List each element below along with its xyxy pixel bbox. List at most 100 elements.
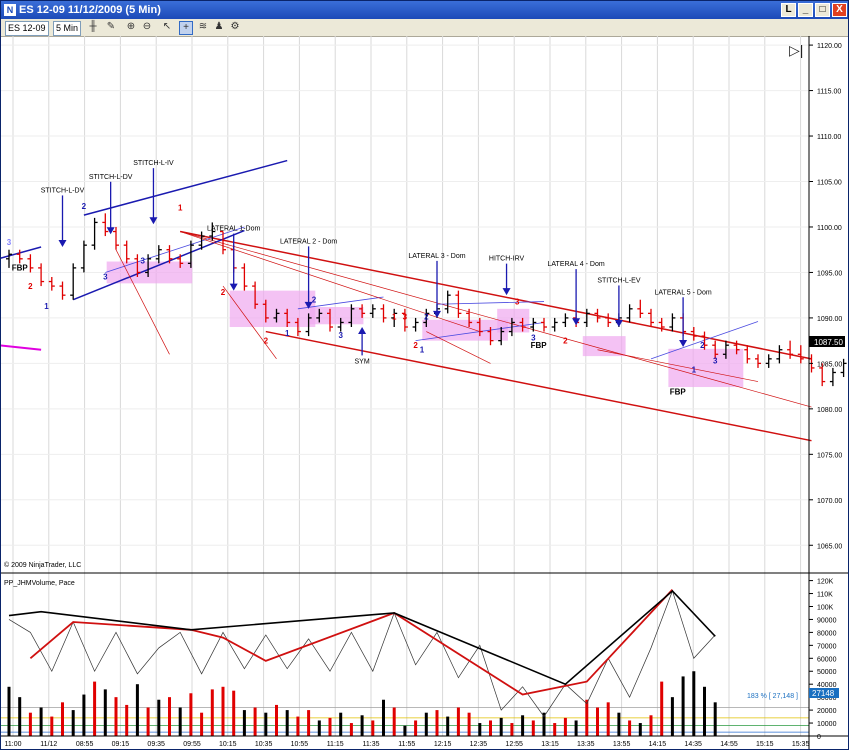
volume-bar: [681, 676, 685, 736]
ohlc-bar: [123, 240, 130, 264]
pace-zigzag-line: [8, 589, 716, 718]
ohlc-bar: [220, 230, 226, 255]
volume-bar: [189, 693, 193, 736]
ohlc-bar: [562, 313, 569, 328]
price-bars: [6, 213, 847, 387]
bar-count-label: 1: [44, 302, 49, 311]
pencil-icon[interactable]: ✎: [106, 21, 116, 32]
ohlc-bar: [252, 281, 259, 309]
bar-count-label: 3: [7, 238, 12, 247]
bar-count-label: 2: [82, 202, 87, 211]
ohlc-bar: [113, 226, 119, 250]
trendline[interactable]: [83, 159, 288, 216]
bar-count-label: 1: [285, 329, 290, 338]
volume-bar: [50, 716, 54, 736]
volume-bar: [606, 702, 610, 736]
trendline[interactable]: [222, 285, 277, 360]
volume-bar: [638, 723, 642, 736]
annotation-label: LATERAL 1-Dom: [207, 226, 260, 233]
volume-bar: [253, 707, 257, 736]
x-tick-label: 13:55: [613, 741, 631, 748]
x-tick-label: 09:15: [112, 741, 130, 748]
ohlc-bar: [658, 317, 665, 332]
volume-bar: [531, 720, 535, 736]
volume-bar: [146, 707, 150, 736]
volume-bar: [424, 712, 428, 736]
ohlc-bar: [669, 313, 676, 332]
bar-count-label: 3: [515, 297, 520, 306]
properties-icon[interactable]: ⚙: [230, 21, 240, 32]
volume-bar: [285, 710, 289, 736]
volume-bar: [264, 712, 268, 736]
axes: 11:00 11/12 08:55 09:15 09:35 09:55 10:15 10:35…: [1, 36, 848, 749]
lateral-box: [106, 261, 193, 284]
ohlc-bar: [744, 345, 751, 364]
annotation-label: SYM: [355, 358, 370, 365]
close-button[interactable]: X: [832, 3, 847, 17]
trendline[interactable]: [72, 229, 245, 301]
minimize-button[interactable]: _: [798, 3, 813, 17]
volume-bar: [435, 710, 439, 736]
y-tick-label: 1120.00: [817, 43, 842, 50]
trendline[interactable]: [597, 349, 759, 382]
chart-toolbar: ES 12-09 5 Min ╫ ✎ ⊕ ⊖ ↖ + ≋ ♟ ⚙: [1, 19, 848, 37]
link-button[interactable]: L: [781, 3, 796, 17]
x-tick-label: 10:35: [255, 741, 273, 748]
annotations: STITCH-L-DVSTITCH-L-DVSTITCH-L-IVLATERAL…: [7, 160, 718, 396]
trendline[interactable]: [1, 246, 42, 259]
volume-bar: [446, 716, 450, 736]
crosshair-icon[interactable]: +: [179, 21, 193, 35]
vol-y-tick-label: 120K: [817, 579, 834, 586]
ohlc-bar: [70, 263, 77, 300]
trendline[interactable]: [1, 344, 42, 351]
trendline[interactable]: [115, 249, 170, 355]
ohlc-bar: [391, 308, 398, 328]
ohlc-bar: [722, 340, 729, 359]
arrow-head: [229, 283, 238, 291]
scroll-end-icon[interactable]: ▷|: [789, 42, 803, 58]
vol-y-tick-label: 10000: [817, 721, 837, 728]
bar-count-label: 3: [531, 334, 536, 343]
ohlc-bar: [626, 304, 633, 323]
ohlc-bar: [829, 367, 836, 387]
trendline[interactable]: [180, 231, 480, 332]
volume-bar: [628, 720, 632, 736]
x-tick-label: 11/12: [40, 741, 57, 748]
cursor-icon[interactable]: ↖: [162, 21, 172, 32]
trendline[interactable]: [297, 296, 384, 310]
interval-selector[interactable]: 5 Min: [53, 21, 82, 36]
trendline[interactable]: [180, 231, 812, 408]
ohlc-bar: [59, 281, 66, 300]
volume-panel: [1, 589, 809, 736]
ohlc-bar: [519, 317, 526, 332]
trendline[interactable]: [180, 230, 812, 360]
title-bar[interactable]: N ES 12-09 11/12/2009 (5 Min) L _ □ X: [1, 1, 848, 19]
trendline[interactable]: [426, 331, 491, 364]
indicators-icon[interactable]: ≋: [198, 21, 208, 32]
ohlc-bar: [776, 345, 783, 364]
bar-type-icon[interactable]: ╫: [89, 21, 97, 32]
trendline[interactable]: [436, 301, 545, 305]
lateral-box: [668, 348, 744, 388]
zoom-in-icon[interactable]: ⊕: [126, 21, 136, 32]
ohlc-bar: [444, 290, 451, 314]
bar-count-label: 1: [420, 345, 425, 354]
volume-bar: [275, 704, 278, 736]
chart-area[interactable]: STITCH-L-DVSTITCH-L-DVSTITCH-L-IVLATERAL…: [1, 36, 848, 749]
zoom-out-icon[interactable]: ⊖: [142, 21, 152, 32]
maximize-button[interactable]: □: [815, 3, 830, 17]
last-volume-label: 27148: [812, 689, 835, 698]
annotation-label: LATERAL 4 - Dom: [548, 261, 605, 268]
trendline[interactable]: [265, 330, 812, 442]
ohlc-bar: [583, 308, 590, 328]
ohlc-bar: [765, 354, 772, 368]
trendline[interactable]: [105, 226, 245, 273]
ohlc-bar: [262, 299, 269, 323]
strategies-icon[interactable]: ♟: [214, 21, 224, 32]
x-tick-label: 12:15: [434, 741, 452, 748]
volume-bar: [403, 725, 407, 736]
instrument-selector[interactable]: ES 12-09: [5, 21, 49, 36]
bar-count-label: 1: [392, 313, 397, 322]
last-price-label: 1087.50: [814, 338, 843, 347]
